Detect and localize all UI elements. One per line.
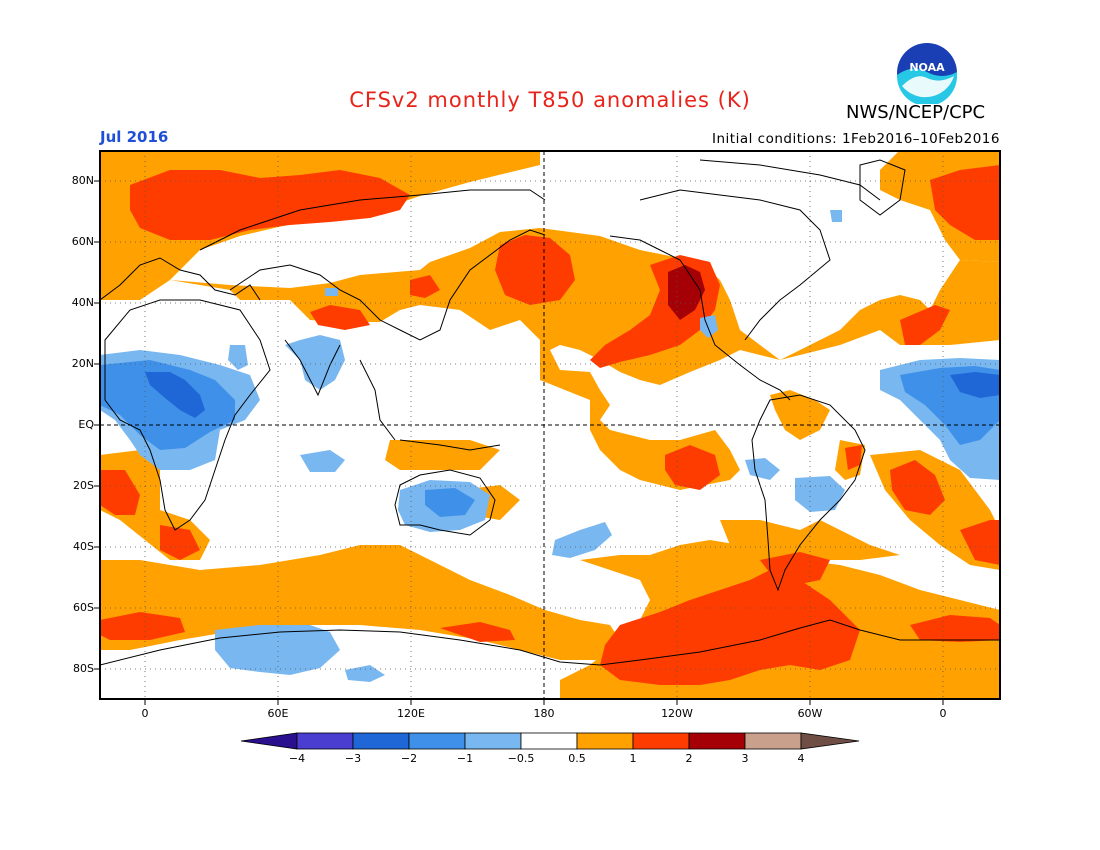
colorbar-segment [800,732,860,750]
valid-period: Jul 2016 [100,128,169,146]
map-title: CFSv2 monthly T850 anomalies (K) [349,88,751,112]
colorbar-label-9: 3 [741,752,749,765]
lat-label-40n: 40N [71,296,94,309]
lat-label-eq: EQ [78,418,94,431]
initial-conditions: Initial conditions: 1Feb2016–10Feb2016 [712,131,1000,147]
colorbar-label-6: 0.5 [568,752,586,765]
lat-label-80n: 80N [71,174,94,187]
equator-dateline [100,151,1000,699]
agency-label: NWS/NCEP/CPC [846,102,986,123]
colorbar-segment [632,732,690,750]
noaa-logo: NOAA [896,42,958,108]
lat-label-40s: 40S [73,540,94,553]
logo-text: NOAA [909,61,945,74]
colorbar-segment [464,732,522,750]
lon-label-120w: 120W [661,707,693,720]
colorbar-label-5: −0.5 [507,752,535,765]
colorbar-segment [352,732,410,750]
colorbar-label-2: −3 [344,752,362,765]
colorbar-label-8: 2 [685,752,693,765]
graticule [100,151,1000,699]
colorbar-label-7: 1 [629,752,637,765]
lat-label-60s: 60S [73,601,94,614]
colorbar-segment [520,732,578,750]
colorbar-label-1: −4 [288,752,306,765]
colorbar-segment [576,732,634,750]
colorbar-segment [744,732,802,750]
lon-label-180: 180 [533,707,555,720]
lon-label-60e: 60E [267,707,289,720]
lat-label-60n: 60N [71,235,94,248]
lat-label-20s: 20S [73,479,94,492]
coastlines [100,159,1000,666]
colorbar-segment [240,732,298,750]
lat-label-20n: 20N [71,357,94,370]
colorbar-segment [296,732,354,750]
colorbar-segment [688,732,746,750]
lon-label-0: 0 [141,707,149,720]
colorbar-label-10: 4 [797,752,805,765]
lat-label-80s: 80S [73,662,94,675]
colorbar-segment [408,732,466,750]
lon-label-120e: 120E [397,707,425,720]
colorbar-label-3: −2 [400,752,418,765]
lon-label-0-east: 0 [939,707,947,720]
colorbar-label-4: −1 [456,752,474,765]
lon-label-60w: 60W [797,707,823,720]
